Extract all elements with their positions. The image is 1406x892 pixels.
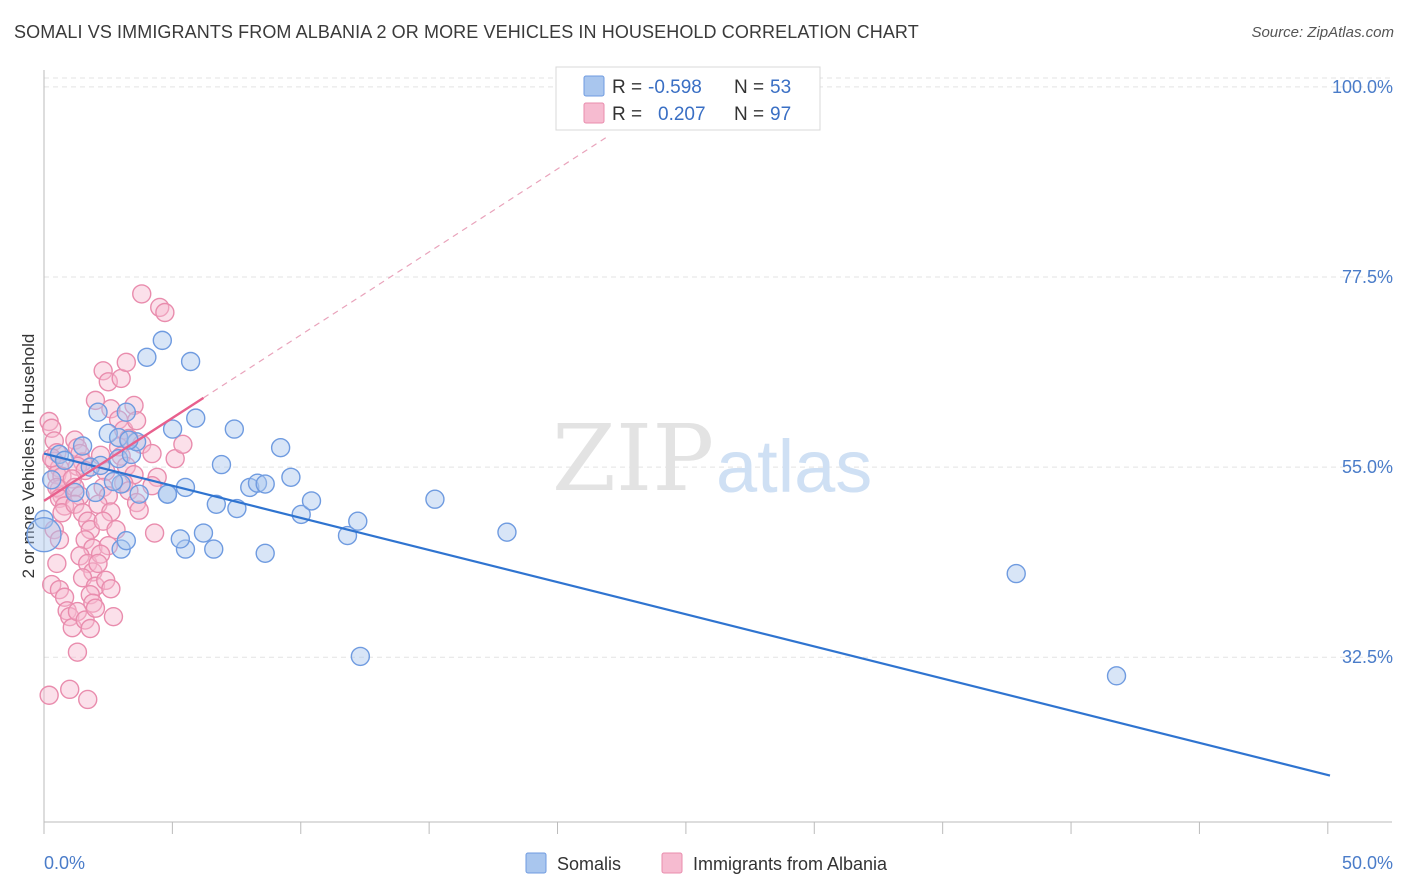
somali-point [111,474,131,494]
somali-point [497,522,517,542]
legend-swatch-somalis [583,75,605,97]
somali-point [301,491,322,511]
somali-point [224,419,245,439]
albania-point [70,546,90,566]
albania-point [129,500,149,520]
somali-point [116,530,137,551]
legend-n-value-2: 97 [770,104,791,125]
y-axis-label: 2 or more Vehicles in Household [19,334,38,579]
albania-point [85,598,106,618]
albania-point [85,390,106,411]
albania-point [124,395,144,416]
somali-point [180,351,201,372]
somali-point [137,347,157,367]
somali-point [162,419,183,439]
albania-point [142,443,162,464]
albania-point [101,579,121,599]
somali-point [1106,666,1127,686]
y-tick-labels: 32.5% 55.0% 77.5% 100.0% [1332,77,1393,667]
bottom-legend-label-somalis: Somalis [557,854,621,874]
somali-point [72,436,93,456]
legend-n-label-1: N = [734,77,764,98]
albania-point [78,689,98,710]
grid-lines [44,77,1392,658]
x-axis-ticks [43,822,1329,834]
legend-r-value-2: 0.207 [658,104,706,125]
albania-point [88,553,108,574]
bottom-legend-label-albania: Immigrants from Albania [693,854,888,874]
albania-point [60,679,80,700]
albania-point [93,361,113,381]
source-label: Source: ZipAtlas.com [1251,24,1394,41]
somali-point [42,470,62,490]
somali-point [98,423,119,444]
albania-point [49,530,70,550]
somali-point [129,484,149,504]
somali-point [270,437,291,458]
somali-point [425,489,445,509]
albania-point [103,606,124,627]
legend-n-value-1: 53 [770,77,791,98]
chart-title: SOMALI VS IMMIGRANTS FROM ALBANIA 2 OR M… [14,22,919,42]
albania-point [173,434,193,455]
somali-point [85,482,106,503]
albania-point [80,618,100,639]
series-legend: Somalis Immigrants from Albania [525,852,888,874]
legend-r-value-1: -0.598 [648,77,702,98]
somali-point [175,539,196,559]
albania-point [144,523,165,543]
legend-n-label-2: N = [734,104,764,125]
somali-point [152,330,173,351]
somali-point [281,467,301,487]
albania-point [67,642,88,662]
albania-trend-extension [203,134,611,399]
legend-r-label-2: R = [612,104,642,125]
x-tick-label-min: 0.0% [44,853,85,873]
somali-point [116,402,137,422]
y-tick-label: 55.0% [1342,457,1393,477]
somali-point [193,523,214,543]
albania-point [132,284,152,304]
albania-point [39,685,59,705]
somali-point [350,646,371,667]
x-tick-label-max: 50.0% [1342,853,1393,873]
somali-point [157,484,178,504]
albania-point [111,368,131,389]
albania-point [155,302,175,323]
somali-point [204,539,224,559]
trend-lines [43,134,1331,777]
somali-point [186,408,206,428]
somali-point [247,473,268,493]
somali-point [255,543,275,564]
somali-point [103,471,124,492]
correlation-legend: R = -0.598 N = 53 R = 0.207 N = 97 [555,66,821,131]
somali-point [26,517,62,553]
somali-point [170,529,191,549]
somali-point [211,454,232,475]
albania-trend-line [43,396,205,502]
y-tick-label: 100.0% [1332,77,1393,97]
bottom-legend-swatch-albania [661,852,683,874]
somali-point [206,494,227,515]
somali-point [65,482,85,503]
somali-point [88,402,108,422]
somali-trend-line [43,452,1331,777]
bottom-legend-swatch-somalis [525,852,547,874]
albania-point [47,553,67,574]
albania-point [83,593,103,613]
watermark-zip: ZIP [552,405,714,512]
albania-point [116,352,137,373]
y-tick-label: 32.5% [1342,647,1393,667]
legend-r-label-1: R = [612,77,642,98]
somali-point [348,511,368,531]
y-tick-label: 77.5% [1342,267,1393,287]
legend-swatch-albania [583,102,605,124]
watermark-atlas: atlas [716,425,872,508]
somali-point [255,474,275,494]
albania-point [119,481,139,501]
somali-point [1006,563,1026,584]
